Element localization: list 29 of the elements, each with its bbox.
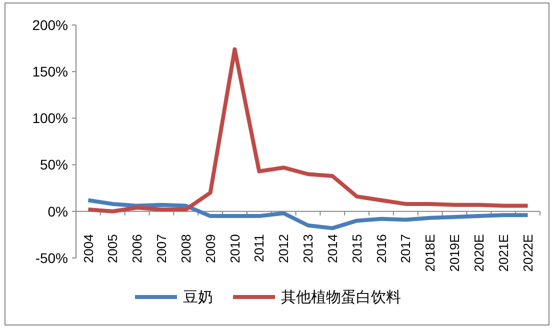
legend-label: 其他植物蛋白饮料 xyxy=(281,289,401,306)
x-tick-label: 2018E xyxy=(422,234,438,272)
x-tick-label: 2010 xyxy=(227,234,242,264)
x-tick-label: 2019E xyxy=(447,234,462,272)
x-tick-label: 2007 xyxy=(154,234,170,264)
x-tick-label: 2022E xyxy=(520,234,536,272)
x-tick-label: 2005 xyxy=(105,234,120,264)
line-series xyxy=(86,198,530,230)
x-tick-label: 2008 xyxy=(178,234,194,264)
x-tick-label: 2012 xyxy=(276,234,292,264)
x-tick-label: 2009 xyxy=(202,234,218,264)
x-tick-label: 2015 xyxy=(349,234,364,264)
y-tick-label: 50% xyxy=(40,156,68,173)
x-tick-label: 2004 xyxy=(80,234,96,264)
y-tick-label: 100% xyxy=(32,110,68,126)
y-tick-label: 150% xyxy=(32,64,68,80)
line-series xyxy=(86,47,530,214)
x-tick-label: 2014 xyxy=(324,234,340,264)
x-tick-label: 2020E xyxy=(471,234,486,272)
x-tick-label: 2017 xyxy=(398,234,414,264)
x-tick-label: 2006 xyxy=(130,234,145,264)
x-tick-label: 2016 xyxy=(374,234,389,264)
legend-label: 豆奶 xyxy=(183,289,213,306)
y-tick-label: 0% xyxy=(48,203,68,220)
x-tick-label: 2011 xyxy=(252,234,267,262)
y-tick-label: -50% xyxy=(35,250,68,266)
x-tick-label: 2013 xyxy=(300,234,316,264)
y-tick-label: 200% xyxy=(32,16,68,33)
x-tick-label: 2021E xyxy=(496,234,511,272)
